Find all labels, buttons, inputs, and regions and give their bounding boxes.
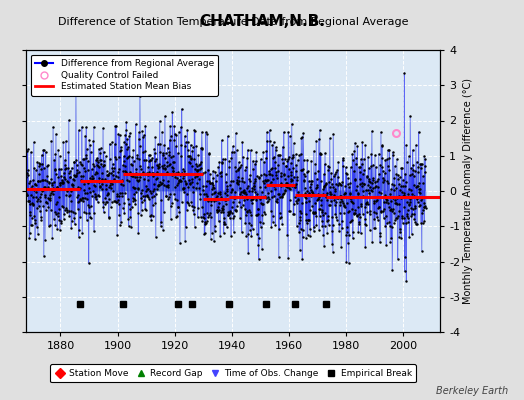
- Title: Difference of Station Temperature Data from Regional Average: Difference of Station Temperature Data f…: [58, 17, 408, 27]
- Text: CHATHAM,N.B.: CHATHAM,N.B.: [199, 14, 325, 29]
- Y-axis label: Monthly Temperature Anomaly Difference (°C): Monthly Temperature Anomaly Difference (…: [463, 78, 473, 304]
- Legend: Station Move, Record Gap, Time of Obs. Change, Empirical Break: Station Move, Record Gap, Time of Obs. C…: [50, 364, 416, 382]
- Text: Berkeley Earth: Berkeley Earth: [436, 386, 508, 396]
